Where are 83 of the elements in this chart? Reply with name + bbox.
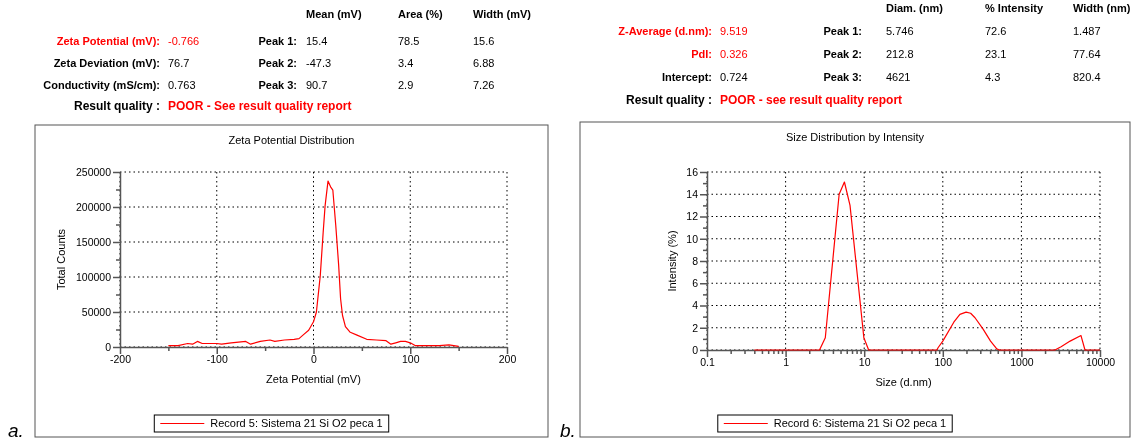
y-tick-label: 16 xyxy=(686,165,699,178)
text: 7.26 xyxy=(473,79,495,91)
y-tick-label: 2 xyxy=(692,321,699,334)
text: Peak 3: xyxy=(823,71,862,83)
x-tick-label: 200 xyxy=(498,353,517,366)
text: 820.4 xyxy=(1073,71,1101,83)
text: Peak 1: xyxy=(258,35,297,47)
text: Result quality : xyxy=(73,99,160,113)
text: Peak 1: xyxy=(823,25,862,37)
x-tick-label: -100 xyxy=(206,353,228,366)
legend-label: Record 5: Sistema 21 Si O2 peca 1 xyxy=(210,417,383,429)
text: 4621 xyxy=(886,71,911,83)
text: Width (nm) xyxy=(1073,2,1131,14)
text: 23.1 xyxy=(985,48,1007,60)
y-axis-title: Total Counts xyxy=(55,228,68,291)
y-tick-label: 14 xyxy=(686,188,699,201)
chart-title: Zeta Potential Distribution xyxy=(228,134,355,146)
y-axis-title: Intensity (%) xyxy=(665,230,678,292)
text: PdI: xyxy=(691,48,712,60)
text: 2.9 xyxy=(398,79,414,91)
text: Mean (mV) xyxy=(306,8,362,20)
text: Area (%) xyxy=(398,8,443,20)
text: Z-Average (d.nm): xyxy=(618,25,712,37)
text: Conductivity (mS/cm): xyxy=(43,79,160,91)
text: 1.487 xyxy=(1073,25,1101,37)
text: 5.746 xyxy=(886,25,914,37)
text: 0.326 xyxy=(720,48,748,60)
text: 0.724 xyxy=(720,71,748,83)
y-tick-label: 8 xyxy=(692,254,699,267)
x-tick-label: 0 xyxy=(311,353,318,366)
y-tick-label: 150000 xyxy=(75,235,112,248)
text: Intercept: xyxy=(661,71,712,83)
text: -0.766 xyxy=(168,35,200,47)
text: Peak 2: xyxy=(823,48,862,60)
text: 15.6 xyxy=(473,35,495,47)
text: Result quality : xyxy=(625,93,712,107)
text: 90.7 xyxy=(306,79,328,91)
y-tick-label: 50000 xyxy=(81,305,112,318)
text: Peak 2: xyxy=(258,57,297,69)
y-tick-label: 100000 xyxy=(75,270,112,283)
legend-label: Record 6: Sistema 21 Si O2 peca 1 xyxy=(773,417,947,429)
text: 0.763 xyxy=(168,79,196,91)
text: 76.7 xyxy=(168,57,190,69)
text: a. xyxy=(8,420,24,441)
text: Zeta Deviation (mV): xyxy=(53,57,160,69)
x-tick-label: 0.1 xyxy=(700,356,715,369)
text: Diam. (nm) xyxy=(886,2,944,14)
y-tick-label: 12 xyxy=(686,210,699,223)
x-tick-label: -200 xyxy=(109,353,132,366)
x-tick-label: 100 xyxy=(934,356,953,369)
text: 78.5 xyxy=(398,35,420,47)
x-tick-label: 10 xyxy=(858,356,871,369)
text: 4.3 xyxy=(985,71,1001,83)
text: POOR - See result quality report xyxy=(168,99,352,113)
text: 212.8 xyxy=(886,48,914,60)
text: -47.3 xyxy=(306,57,332,69)
x-axis-title: Size (d.nm) xyxy=(875,376,932,388)
y-tick-label: 10 xyxy=(686,232,699,245)
y-tick-label: 250000 xyxy=(75,165,112,178)
text: POOR - see result quality report xyxy=(720,93,903,107)
y-tick-label: 0 xyxy=(692,343,699,356)
text: 77.64 xyxy=(1073,48,1101,60)
text: 6.88 xyxy=(473,57,495,69)
text: Zeta Potential (mV): xyxy=(56,35,160,47)
y-tick-label: 200000 xyxy=(75,200,112,213)
text: b. xyxy=(560,420,576,441)
text: Width (mV) xyxy=(473,8,532,20)
y-tick-label: 6 xyxy=(692,277,699,290)
x-tick-label: 10000 xyxy=(1085,356,1116,369)
x-tick-label: 100 xyxy=(401,353,420,366)
text: 15.4 xyxy=(306,35,328,47)
x-axis-title: Zeta Potential (mV) xyxy=(266,373,361,385)
y-tick-label: 4 xyxy=(692,299,699,312)
chart-title: Size Distribution by Intensity xyxy=(785,131,925,143)
text: 9.519 xyxy=(720,25,748,37)
text: 3.4 xyxy=(398,57,414,69)
x-tick-label: 1 xyxy=(783,356,790,369)
text: % Intensity xyxy=(985,2,1044,14)
line-series xyxy=(167,180,460,347)
y-tick-label: 0 xyxy=(105,340,112,353)
text: Peak 3: xyxy=(258,79,297,91)
x-tick-label: 1000 xyxy=(1010,356,1034,369)
text: 72.6 xyxy=(985,25,1007,37)
